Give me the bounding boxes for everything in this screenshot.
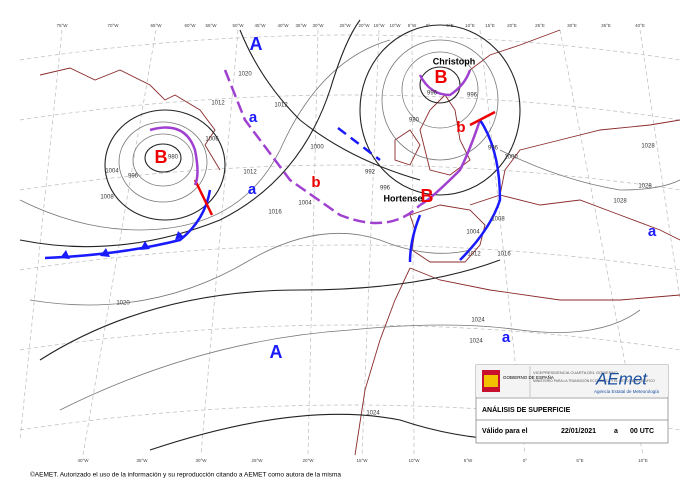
longitude-label: 15°W xyxy=(356,458,368,463)
footer: ©AEMET. Autorizado el uso de la informac… xyxy=(30,471,341,479)
longitude-label: 5°W xyxy=(408,23,417,28)
isobar-label: 1012 xyxy=(467,252,481,258)
longitude-label: 15°W xyxy=(373,23,385,28)
isobar-label: 996 xyxy=(467,93,478,99)
valid-label: Válido para el xyxy=(482,428,528,435)
longitude-label: 10°W xyxy=(389,23,401,28)
isobar-label: 1020 xyxy=(116,301,130,307)
aemet-name: Agencia Estatal de Meteorología xyxy=(594,389,660,394)
isobar-label: 1008 xyxy=(100,195,114,201)
longitude-label: 75°W xyxy=(56,23,68,28)
storm-name: Hortense xyxy=(383,193,422,203)
longitude-label: 10°E xyxy=(465,23,475,28)
pressure-center: A xyxy=(270,342,283,362)
fronts xyxy=(44,69,502,263)
ministry-text: VICEPRESIDENCIA CUARTA DEL GOBIERNO xyxy=(533,370,618,375)
longitude-label: 35°W xyxy=(136,458,148,463)
longitude-label: 0° xyxy=(523,458,528,463)
pressure-center: b xyxy=(311,174,320,191)
longitude-label: 25°W xyxy=(251,458,263,463)
isobar-label: 1016 xyxy=(268,210,282,216)
longitude-label: 50°W xyxy=(232,23,244,28)
isobar-label: 1004 xyxy=(298,201,312,207)
longitude-label: 10°W xyxy=(408,458,420,463)
longitude-label: 35°E xyxy=(601,23,611,28)
aemet-logo: AEmet xyxy=(595,369,648,388)
box-title: ANÁLISIS DE SUPERFICIE xyxy=(482,405,571,414)
isobar-label: 980 xyxy=(168,155,179,161)
longitude-label: 35°W xyxy=(295,23,307,28)
longitude-label: 40°E xyxy=(635,23,645,28)
isobar-label: 1000 xyxy=(310,145,324,151)
longitude-label: 65°W xyxy=(150,23,162,28)
longitude-label: 10°E xyxy=(638,458,648,463)
longitude-label: 25°W xyxy=(339,23,351,28)
isobar-label: 1012 xyxy=(274,103,288,109)
isobar-label: 1020 xyxy=(238,72,252,78)
valid-connector: a xyxy=(614,428,618,435)
longitude-label: 30°E xyxy=(567,23,577,28)
longitude-label: 25°E xyxy=(535,23,545,28)
isobar-label: 1006 xyxy=(205,137,219,143)
isobar-label: 992 xyxy=(365,170,376,176)
isobar-label: 1004 xyxy=(105,169,119,175)
pressure-center: a xyxy=(249,109,258,126)
isobar-label: 996 xyxy=(380,186,391,192)
longitude-label: 40°W xyxy=(277,23,289,28)
pressure-center: a xyxy=(502,329,511,346)
isobar-label: 1008 xyxy=(491,217,505,223)
gov-text: GOBIERNO DE ESPAÑA xyxy=(503,374,554,380)
isobar-label: 1028 xyxy=(638,184,652,190)
info-box xyxy=(475,364,669,444)
pressure-center: B xyxy=(155,147,168,167)
pressure-center: B xyxy=(435,67,448,87)
longitude-label: 20°W xyxy=(358,23,370,28)
longitude-label: 15°E xyxy=(485,23,495,28)
longitude-label: 5°E xyxy=(576,458,583,463)
isobar-label: 996 xyxy=(488,146,499,152)
pressure-center: A xyxy=(250,34,263,54)
pressure-center: B xyxy=(421,186,434,206)
longitude-label: 45°W xyxy=(254,23,266,28)
isobar-label: 1024 xyxy=(469,339,483,345)
longitude-label: 20°W xyxy=(302,458,314,463)
isobar-label: 1012 xyxy=(211,101,225,107)
isobar-label: 1028 xyxy=(641,144,655,150)
isobar-label: 1012 xyxy=(243,170,257,176)
storm-name: Christoph xyxy=(433,56,476,66)
pressure-center: a xyxy=(648,223,657,240)
isobar-label: 1016 xyxy=(497,252,511,258)
longitude-label: 5°E xyxy=(446,23,453,28)
isobar-label: 996 xyxy=(128,174,139,180)
isobar-label: 996 xyxy=(427,91,438,97)
longitude-label: 20°E xyxy=(507,23,517,28)
isobar-label: 1000 xyxy=(504,155,518,161)
ministry-text: MINISTERIO PARA LA TRANSICIÓN ECOLÓGICA … xyxy=(533,378,655,383)
isobar-label: 980 xyxy=(409,118,420,124)
longitude-label: 55°W xyxy=(205,23,217,28)
longitude-label: 40°W xyxy=(77,458,89,463)
longitude-label: 5°W xyxy=(464,458,473,463)
longitude-label: 60°W xyxy=(184,23,196,28)
isobar-label: 1024 xyxy=(366,411,380,417)
valid-date: 22/01/2021 xyxy=(561,428,596,435)
pressure-center: b xyxy=(456,119,465,136)
isobar-label: 1024 xyxy=(471,318,485,324)
longitude-label: 0° xyxy=(426,23,431,28)
isobar-label: 1028 xyxy=(613,199,627,205)
isobar-label: 1004 xyxy=(466,230,480,236)
longitude-label: 30°W xyxy=(195,458,207,463)
longitude-label: 30°W xyxy=(312,23,324,28)
longitude-label: 70°W xyxy=(107,23,119,28)
valid-time: 00 UTC xyxy=(630,428,654,435)
isobars xyxy=(19,19,681,451)
pressure-center: a xyxy=(248,181,257,198)
